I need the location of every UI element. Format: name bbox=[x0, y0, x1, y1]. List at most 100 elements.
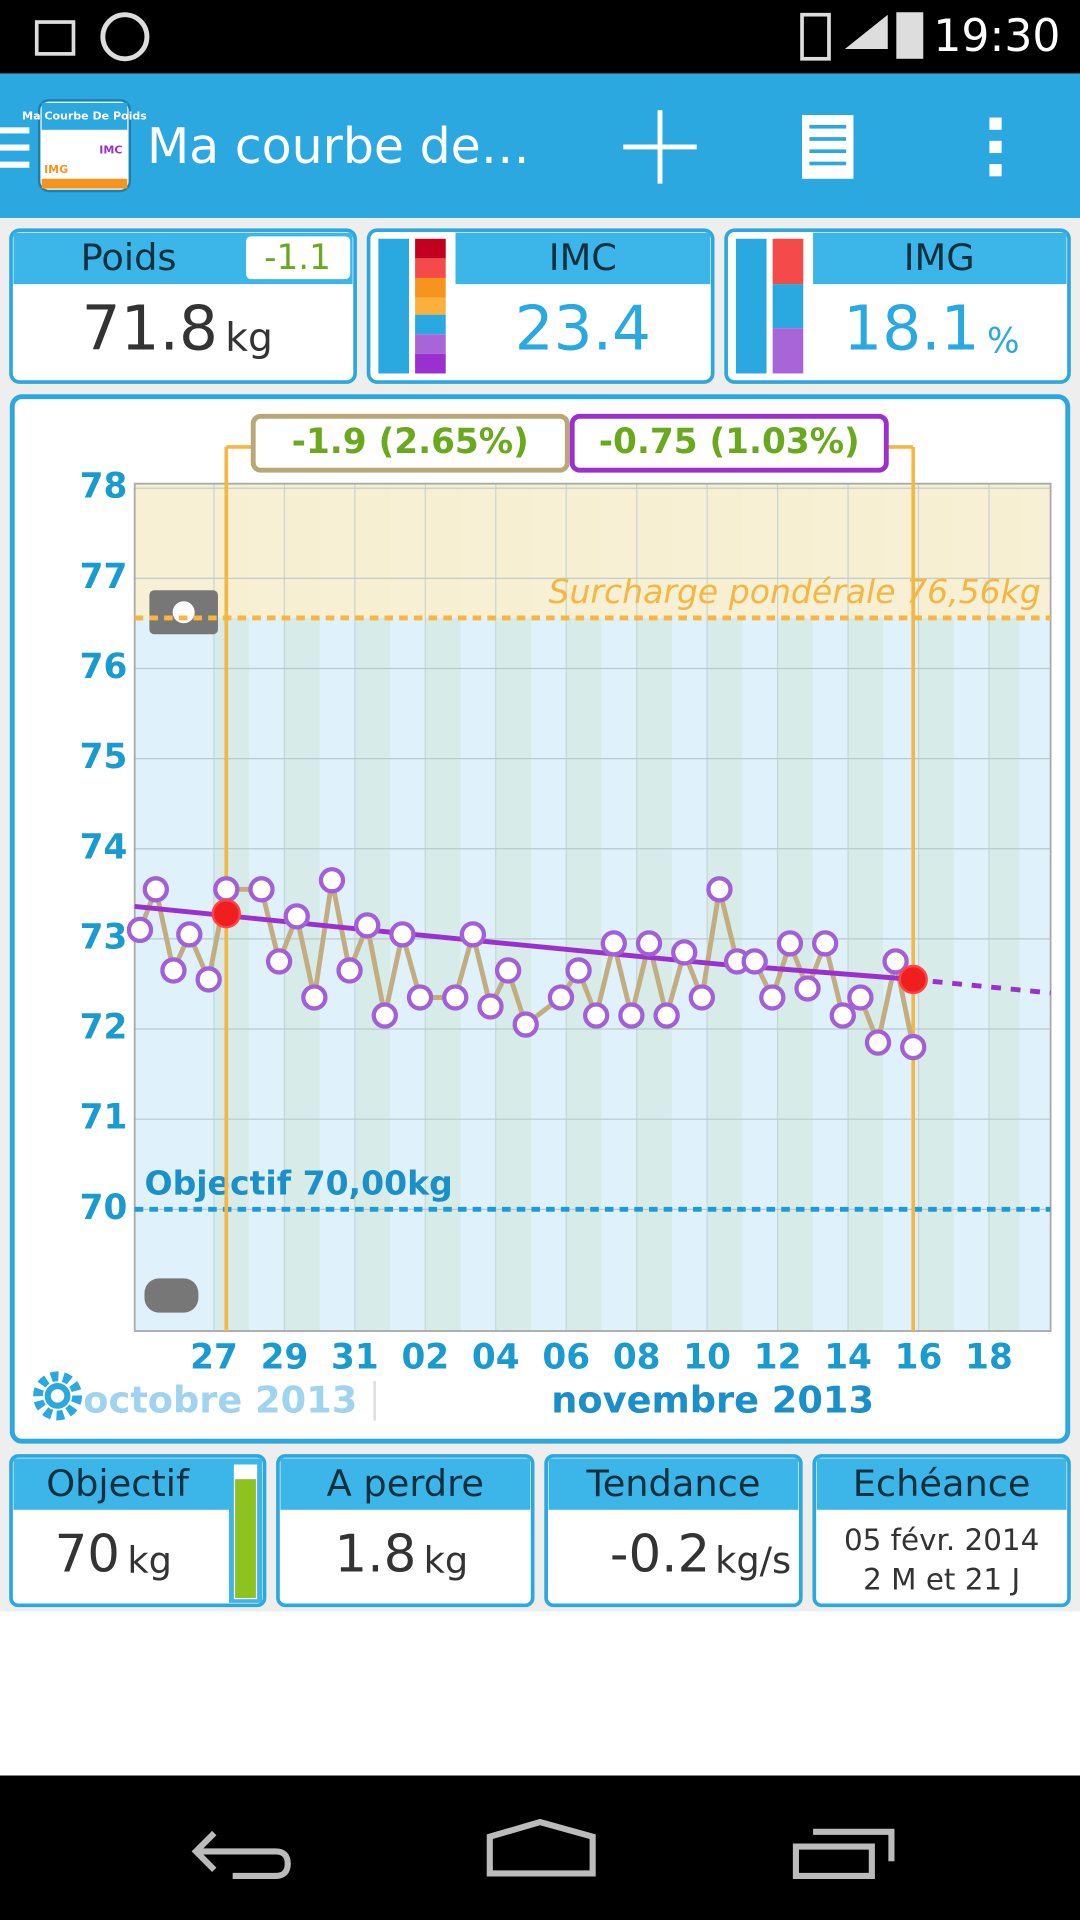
x-tick-label: 29 bbox=[261, 1338, 309, 1378]
stat-unit: kg/s bbox=[715, 1539, 791, 1582]
comparison-label: -1.9 (2.65%) bbox=[292, 422, 529, 462]
list-icon bbox=[809, 161, 847, 166]
list-icon bbox=[809, 149, 847, 154]
y-tick-label: 77 bbox=[80, 557, 128, 597]
nav-bar bbox=[0, 1775, 1080, 1920]
status-icon bbox=[34, 20, 76, 56]
bmi-scale bbox=[415, 334, 446, 354]
card-header bbox=[13, 1458, 229, 1510]
x-tick-label: 04 bbox=[472, 1338, 520, 1378]
status-icon bbox=[800, 12, 831, 61]
img-scale bbox=[772, 328, 804, 374]
weight-change: -1.1 bbox=[264, 238, 331, 278]
overflow-button[interactable] bbox=[989, 117, 1002, 177]
weight-point bbox=[512, 1011, 539, 1038]
weight-point bbox=[653, 1002, 680, 1029]
weight-point bbox=[336, 957, 363, 984]
chart[interactable]: 27 29 31 02 04 06 08 10 12 14 16 18 70 71 72 73 74 75 76 77… bbox=[80, 413, 1052, 1378]
x-tick-label: 16 bbox=[895, 1338, 943, 1378]
y-tick-label: 76 bbox=[80, 647, 128, 687]
deadline-card[interactable]: Echéance 05 févr. 2014 2 M et 21 J bbox=[812, 1454, 1071, 1608]
day-band bbox=[777, 483, 813, 1332]
card-header bbox=[280, 1458, 531, 1510]
bmi-scale bbox=[415, 297, 446, 315]
list-button[interactable] bbox=[802, 115, 854, 179]
day-band bbox=[988, 483, 1020, 1332]
weight-point bbox=[565, 957, 592, 984]
card-label: IMC bbox=[549, 236, 617, 279]
weight-card[interactable]: Poids -1.1 71.8 kg bbox=[9, 228, 357, 384]
stat-value: 70 bbox=[55, 1525, 120, 1585]
weight-point bbox=[882, 948, 909, 975]
badge bbox=[246, 236, 351, 280]
goal-card[interactable]: Objectif 70 kg bbox=[9, 1454, 267, 1608]
weight-point bbox=[142, 876, 169, 903]
weight-value: 71.8 bbox=[82, 294, 218, 365]
day-band bbox=[495, 483, 532, 1332]
weight-point bbox=[829, 1002, 856, 1029]
recents-button[interactable] bbox=[792, 1828, 895, 1879]
bmi-scale bbox=[415, 314, 446, 335]
weight-point bbox=[477, 993, 504, 1020]
body-fat-card[interactable]: IMG 18.1 % bbox=[724, 228, 1071, 384]
y-tick-label: 74 bbox=[80, 827, 128, 867]
weight-point bbox=[635, 930, 663, 957]
y-tick-label: 78 bbox=[80, 467, 128, 507]
x-tick-label: 06 bbox=[542, 1338, 590, 1378]
bmi-card[interactable]: IMC 23.4 bbox=[366, 228, 715, 384]
dot bbox=[989, 117, 1002, 130]
x-tick-label: 31 bbox=[331, 1338, 379, 1378]
comparison-box bbox=[250, 413, 570, 473]
settings-button[interactable] bbox=[33, 1371, 83, 1421]
deadline-remaining: 2 M et 21 J bbox=[863, 1562, 1020, 1596]
weight-point bbox=[318, 867, 346, 894]
marker-point bbox=[898, 964, 928, 995]
weight-point bbox=[248, 876, 275, 903]
weight-point bbox=[900, 1033, 927, 1061]
overweight-zone bbox=[134, 483, 1051, 618]
weight-point bbox=[126, 916, 154, 944]
app-icon-title: Ma Courbe De Poids bbox=[22, 109, 147, 122]
status-time: 19:30 bbox=[933, 11, 1060, 62]
stat-unit: kg bbox=[424, 1539, 469, 1582]
home-button[interactable] bbox=[486, 1818, 596, 1877]
weight-point bbox=[547, 984, 575, 1011]
to-lose-card[interactable]: A perdre 1.8 kg bbox=[276, 1454, 535, 1608]
trend-card[interactable]: Tendance -0.2 kg/s bbox=[544, 1454, 803, 1608]
dot bbox=[989, 140, 1002, 154]
camera-lens bbox=[167, 596, 200, 629]
deadline-date: 05 févr. 2014 bbox=[844, 1523, 1039, 1557]
bmi-scale bbox=[415, 258, 446, 278]
card-header bbox=[548, 1458, 799, 1510]
weight-point bbox=[406, 984, 434, 1011]
day-band bbox=[918, 483, 954, 1332]
add-button[interactable] bbox=[623, 110, 697, 184]
weight-point bbox=[741, 948, 768, 975]
app-icon-band bbox=[41, 178, 128, 189]
day-band bbox=[354, 483, 391, 1332]
weight-point bbox=[195, 966, 222, 993]
weight-point bbox=[494, 957, 522, 984]
back-button[interactable] bbox=[191, 1830, 291, 1879]
dot bbox=[989, 164, 1002, 177]
weight-point bbox=[265, 948, 293, 975]
weight-point bbox=[371, 1002, 398, 1029]
reference-label: Objectif 70,00kg bbox=[144, 1163, 452, 1202]
bmi-value: 23.4 bbox=[515, 294, 651, 365]
weight-point bbox=[213, 876, 240, 903]
reference-label: Surcharge pondérale 76,56kg bbox=[549, 572, 1041, 611]
img-value: 18.1 bbox=[843, 294, 979, 365]
x-tick-label: 14 bbox=[824, 1338, 872, 1378]
menu-line bbox=[0, 144, 30, 151]
menu-line bbox=[0, 127, 30, 134]
trend-line bbox=[912, 977, 1051, 996]
menu-line bbox=[0, 161, 30, 168]
weight-point bbox=[389, 921, 416, 948]
y-tick-label: 70 bbox=[80, 1188, 128, 1228]
weight-point bbox=[794, 975, 821, 1002]
day-band bbox=[425, 483, 461, 1332]
card-label: Objectif bbox=[46, 1462, 190, 1505]
comparison-label: -0.75 (1.03%) bbox=[599, 422, 860, 462]
menu-button[interactable] bbox=[0, 127, 30, 168]
